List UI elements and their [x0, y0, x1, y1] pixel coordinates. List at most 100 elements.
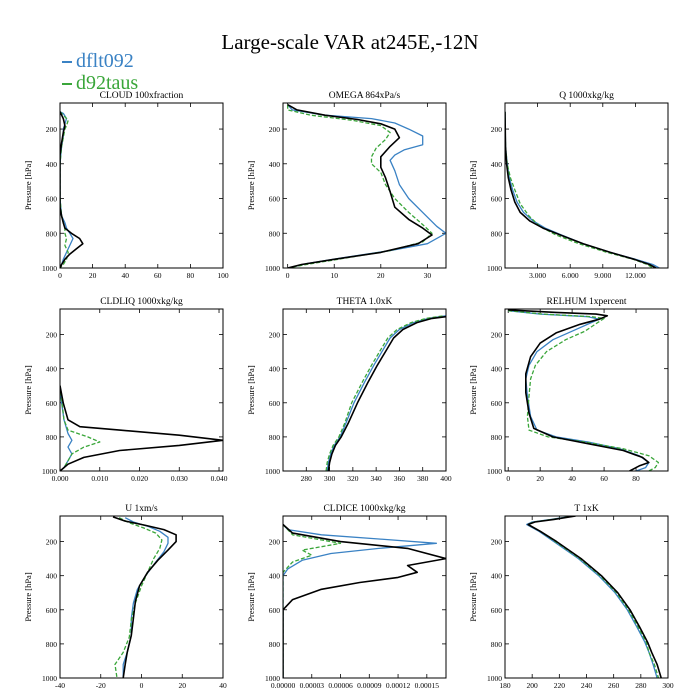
- panel-1-series-d92taus: [60, 111, 69, 268]
- panel-5-xtick-label: 300: [324, 474, 336, 483]
- panel-7-ytick-label: 200: [46, 538, 58, 547]
- panel-3-xtick-label: 12.000: [625, 271, 646, 280]
- panel-3-title: Q 1000xkg/kg: [559, 91, 614, 101]
- panel-7-ytick-label: 600: [46, 606, 58, 615]
- legend-item-d92taus: d92taus: [62, 72, 222, 94]
- panel-6-ytick-label: 800: [491, 433, 503, 442]
- panel-5-frame: [282, 308, 447, 472]
- panel-3-ytick-label: 400: [491, 160, 503, 169]
- panel-1-frame: [59, 102, 224, 269]
- panel-5-xtick-label: 340: [371, 474, 383, 483]
- panel-3-frame: [504, 102, 669, 269]
- panel-8-xtick-label: 0.00000: [271, 681, 296, 690]
- panel-1-xtick-label: 60: [154, 271, 162, 280]
- panel-4-ytick-label: 600: [46, 399, 58, 408]
- legend-swatch-d92taus: [62, 83, 72, 86]
- panel-2-ytick-label: 200: [269, 125, 281, 134]
- panel-1-ytick-label: 600: [46, 195, 58, 204]
- panel-2-xtick-label: 20: [377, 271, 385, 280]
- panel-3-xtick-label: 3.000: [529, 271, 546, 280]
- panel-2-ylabel: Pressure [hPa]: [246, 161, 256, 211]
- panel-2-xtick-label: 0: [286, 271, 290, 280]
- panel-3-ylabel: Pressure [hPa]: [468, 161, 478, 211]
- panel-9-title: T 1xK: [574, 504, 599, 514]
- panel-3-xtick-label: 6.000: [562, 271, 579, 280]
- legend: dflt092 d92taus: [62, 50, 222, 94]
- panel-8-title: CLDICE 1000xkg/kg: [323, 504, 405, 514]
- panel-3-ytick-label: 800: [491, 229, 503, 238]
- panel-2-series-dflt092: [287, 104, 446, 268]
- panel-6-frame: [504, 308, 669, 472]
- panel-2-ytick-label: 400: [269, 160, 281, 169]
- panel-1-ytick-label: 1000: [42, 264, 57, 273]
- legend-swatch-dflt092: [62, 61, 72, 64]
- panel-1-xtick-label: 0: [58, 271, 62, 280]
- panel-2-frame: [282, 102, 447, 269]
- panel-1-ytick-label: 400: [46, 160, 58, 169]
- panel-9-ytick-label: 200: [491, 538, 503, 547]
- panel-2-ytick-label: 800: [269, 229, 281, 238]
- panel-9-xtick-label: 260: [608, 681, 620, 690]
- panel-5-series-d92taus: [325, 315, 444, 471]
- panel-6-ylabel: Pressure [hPa]: [468, 365, 478, 415]
- panel-9-ytick-label: 1000: [487, 674, 502, 683]
- panel-5-ytick-label: 600: [269, 399, 281, 408]
- panel-5-xtick-label: 400: [440, 474, 452, 483]
- panel-5-ytick-label: 200: [269, 331, 281, 340]
- panel-3-ytick-label: 200: [491, 125, 503, 134]
- panel-3-ytick-label: 1000: [487, 264, 502, 273]
- panel-3: Q 1000xkg/kg Pressure [hPa] 200 400 600 800 10…: [468, 91, 669, 280]
- panel-8-ytick-label: 200: [269, 538, 281, 547]
- panel-6-title: RELHUM 1xpercent: [547, 297, 627, 307]
- panel-7-title: U 1xm/s: [125, 504, 158, 514]
- panel-1-xtick-label: 80: [187, 271, 195, 280]
- panel-9-ytick-label: 400: [491, 572, 503, 581]
- panel-7-ytick-label: 1000: [42, 674, 57, 683]
- panel-5-series-dflt092: [326, 315, 446, 471]
- panel-8-series-control: [283, 523, 446, 678]
- panel-8-ytick-label: 600: [269, 606, 281, 615]
- panel-7-xtick-label: -20: [96, 681, 106, 690]
- panel-1-series-dflt092: [60, 111, 74, 268]
- panel-4-xtick-label: 0.000: [52, 474, 69, 483]
- panel-4-series-d92taus: [60, 385, 101, 471]
- panel-9-ytick-label: 800: [491, 640, 503, 649]
- panel-7-xtick-label: 40: [219, 681, 227, 690]
- panel-3-series-d92taus: [505, 111, 654, 268]
- panel-7-frame: [59, 515, 224, 679]
- panel-6-xtick-label: 20: [536, 474, 544, 483]
- panel-7-xtick-label: 20: [179, 681, 187, 690]
- figure-title: Large-scale VAR at245E,-12N: [221, 30, 479, 54]
- panel-9-series-dflt092: [526, 516, 658, 678]
- panel-4-xtick-label: 0.030: [171, 474, 188, 483]
- panel-1-ytick-label: 200: [46, 125, 58, 134]
- panel-4-xtick-label: 0.020: [131, 474, 148, 483]
- panel-8-ytick-label: 1000: [265, 674, 280, 683]
- panel-5-series-control: [327, 315, 446, 471]
- panel-4-ylabel: Pressure [hPa]: [23, 365, 33, 415]
- panel-1-ytick-label: 800: [46, 229, 58, 238]
- panel-1-xtick-label: 100: [217, 271, 229, 280]
- panel-5-ytick-label: 400: [269, 365, 281, 374]
- panel-5-ytick-label: 800: [269, 433, 281, 442]
- panel-8-series-dflt092: [283, 524, 438, 678]
- legend-label-d92taus: d92taus: [76, 72, 139, 94]
- panel-7-series-control: [112, 516, 177, 678]
- panel-9-xtick-label: 180: [499, 681, 511, 690]
- panel-1-title: CLOUD 100xfraction: [100, 90, 184, 101]
- panel-1-xtick-label: 20: [89, 271, 97, 280]
- panel-7-xtick-label: 0: [140, 681, 144, 690]
- panel-2-ytick-label: 600: [269, 195, 281, 204]
- panel-8-xtick-label: 0.00015: [415, 681, 440, 690]
- panel-6-series-control: [508, 309, 650, 471]
- panel-5-ytick-label: 1000: [265, 467, 280, 476]
- legend-item-dflt092: dflt092: [62, 50, 222, 72]
- panel-5-title: THETA 1.0xK: [337, 297, 393, 307]
- panel-4-ytick-label: 1000: [42, 467, 57, 476]
- panel-4-ytick-label: 800: [46, 433, 58, 442]
- panel-9-xtick-label: 300: [662, 681, 674, 690]
